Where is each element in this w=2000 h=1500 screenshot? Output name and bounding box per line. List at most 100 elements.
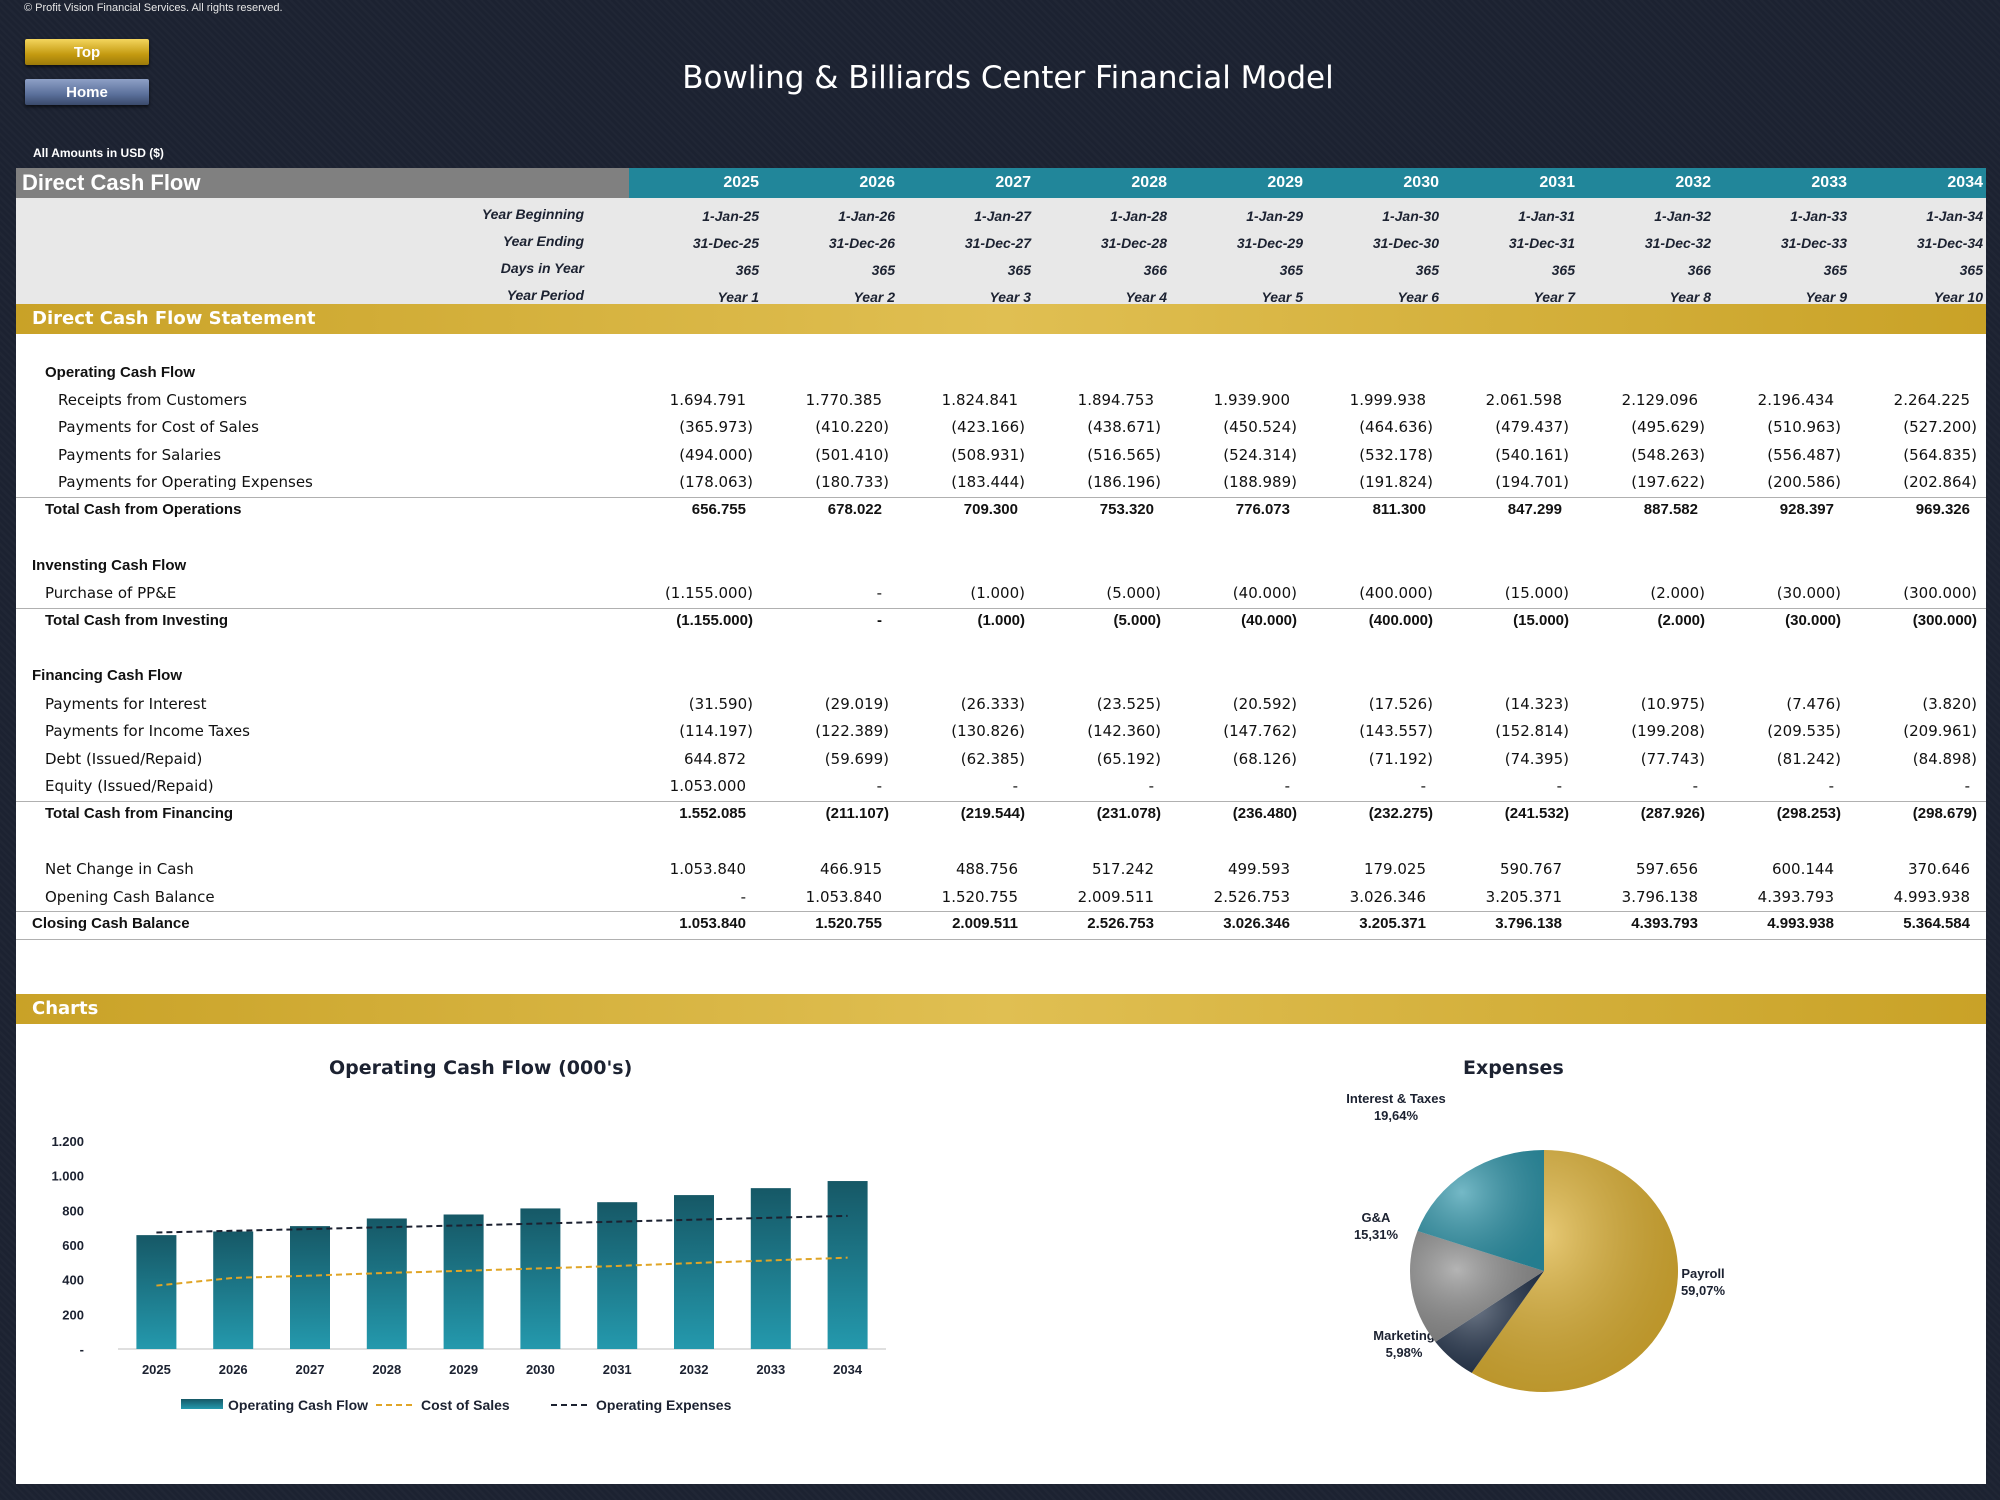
table-cell: 811.300: [1372, 501, 1426, 518]
bar-operating-cash-flow: [443, 1214, 484, 1349]
row-label: Opening Cash Balance: [45, 888, 215, 906]
home-button[interactable]: Home: [25, 79, 149, 105]
table-cell: (178.063): [679, 473, 753, 491]
row-label: Payments for Operating Expenses: [58, 473, 313, 491]
table-cell: (40.000): [1232, 584, 1297, 602]
y-tick-label: 1.000: [51, 1169, 84, 1184]
table-cell: 928.397: [1779, 501, 1834, 518]
table-cell: (194.701): [1495, 473, 1569, 491]
year-header-cell: 2034: [1947, 174, 1983, 191]
table-cell: (508.931): [951, 446, 1025, 464]
table-cell: (540.161): [1495, 446, 1569, 464]
table-cell: (5.000): [1113, 612, 1161, 629]
info-value: Year 5: [1261, 289, 1303, 305]
info-value: 365: [1279, 262, 1303, 278]
info-value: 365: [1959, 262, 1983, 278]
table-cell: (17.526): [1368, 695, 1433, 713]
info-value: 31-Dec-33: [1780, 235, 1847, 251]
table-cell: 499.593: [1227, 860, 1290, 878]
table-cell: (209.961): [1903, 722, 1977, 740]
table-cell: (10.975): [1640, 695, 1705, 713]
x-tick-label: 2034: [833, 1362, 863, 1377]
table-cell: (15.000): [1504, 584, 1569, 602]
table-cell: 2.061.598: [1485, 391, 1562, 409]
info-value: 365: [735, 262, 759, 278]
table-cell: (14.323): [1504, 695, 1569, 713]
table-cell: 2.526.753: [1213, 888, 1290, 906]
table-cell: (7.476): [1786, 695, 1841, 713]
table-cell: (15.000): [1513, 612, 1569, 629]
table-cell: (62.385): [960, 750, 1025, 768]
table-cell: (400.000): [1359, 584, 1433, 602]
app-title: Bowling & Billiards Center Financial Mod…: [682, 60, 1334, 96]
bar-operating-cash-flow: [750, 1188, 791, 1349]
pie-label: G&A: [1362, 1210, 1392, 1225]
table-cell: 1.824.841: [941, 391, 1018, 409]
info-value: 31-Dec-31: [1508, 235, 1575, 251]
table-cell: 1.053.840: [669, 860, 746, 878]
table-cell: -: [1420, 777, 1426, 795]
table-cell: -: [877, 612, 882, 629]
line-operating-expenses: [156, 1214, 848, 1234]
table-cell: (1.000): [970, 584, 1025, 602]
x-tick-label: 2027: [296, 1362, 325, 1377]
table-cell: (130.826): [951, 722, 1025, 740]
table-cell: -: [1556, 777, 1562, 795]
row-label: Financing Cash Flow: [32, 667, 183, 684]
table-cell: 590.767: [1499, 860, 1562, 878]
table-cell: (114.197): [679, 722, 753, 740]
table-cell: 597.656: [1635, 860, 1698, 878]
table-cell: (1.155.000): [664, 584, 753, 602]
table-cell: 1.520.755: [941, 888, 1018, 906]
table-cell: (68.126): [1232, 750, 1297, 768]
pie-value: 15,31%: [1354, 1227, 1399, 1242]
table-cell: (29.019): [824, 695, 889, 713]
info-value: 365: [1007, 262, 1031, 278]
info-value: 366: [1687, 262, 1711, 278]
table-cell: 1.053.840: [679, 915, 746, 932]
pie-slice-shade: [1471, 1150, 1678, 1392]
table-cell: (209.535): [1767, 722, 1841, 740]
year-header-cell: 2031: [1539, 174, 1575, 191]
table-cell: (77.743): [1640, 750, 1705, 768]
row-label: Payments for Income Taxes: [45, 722, 250, 740]
year-header-cell: 2033: [1811, 174, 1847, 191]
table-cell: 1.770.385: [805, 391, 882, 409]
row-label: Purchase of PP&E: [45, 584, 177, 602]
row-divider: [16, 939, 1986, 940]
row-label: Payments for Cost of Sales: [58, 418, 259, 436]
info-value: Year 3: [989, 289, 1031, 305]
year-header: 2025 2026 2027 2028 2029 2030 2031 2032 2033 2034: [629, 168, 1986, 198]
year-header-cell: 2032: [1675, 174, 1711, 191]
bar-operating-cash-flow: [136, 1235, 177, 1349]
table-cell: 5.364.584: [1903, 915, 1970, 932]
pie-slice-shade: [1417, 1150, 1544, 1271]
info-value: 31-Dec-32: [1644, 235, 1711, 251]
row-label: Receipts from Customers: [58, 391, 247, 409]
table-cell: (1.155.000): [676, 612, 753, 629]
legend-label: Operating Cash Flow: [228, 1397, 368, 1413]
y-tick-label: 400: [62, 1273, 84, 1288]
table-cell: (298.253): [1776, 805, 1841, 822]
table-cell: (365.973): [679, 418, 753, 436]
pie-label: Marketing: [1373, 1328, 1434, 1343]
row-label: Equity (Issued/Repaid): [45, 777, 214, 795]
table-cell: (40.000): [1241, 612, 1297, 629]
table-cell: (231.078): [1096, 805, 1161, 822]
table-cell: 2.009.511: [1077, 888, 1154, 906]
year-header-cell: 2030: [1403, 174, 1439, 191]
row-label: Payments for Interest: [45, 695, 207, 713]
table-cell: (65.192): [1096, 750, 1161, 768]
table-cell: (410.220): [815, 418, 889, 436]
table-cell: (147.762): [1223, 722, 1297, 740]
top-button[interactable]: Top: [25, 39, 149, 65]
table-cell: 1.999.938: [1349, 391, 1426, 409]
table-cell: 3.205.371: [1359, 915, 1426, 932]
bar-operating-cash-flow: [290, 1226, 330, 1349]
table-cell: (400.000): [1368, 612, 1433, 629]
legend-swatch: [181, 1399, 223, 1409]
y-tick-label: -: [80, 1342, 84, 1357]
info-value: Year 9: [1805, 289, 1847, 305]
x-tick-label: 2028: [372, 1362, 401, 1377]
info-value: Year 4: [1125, 289, 1167, 305]
